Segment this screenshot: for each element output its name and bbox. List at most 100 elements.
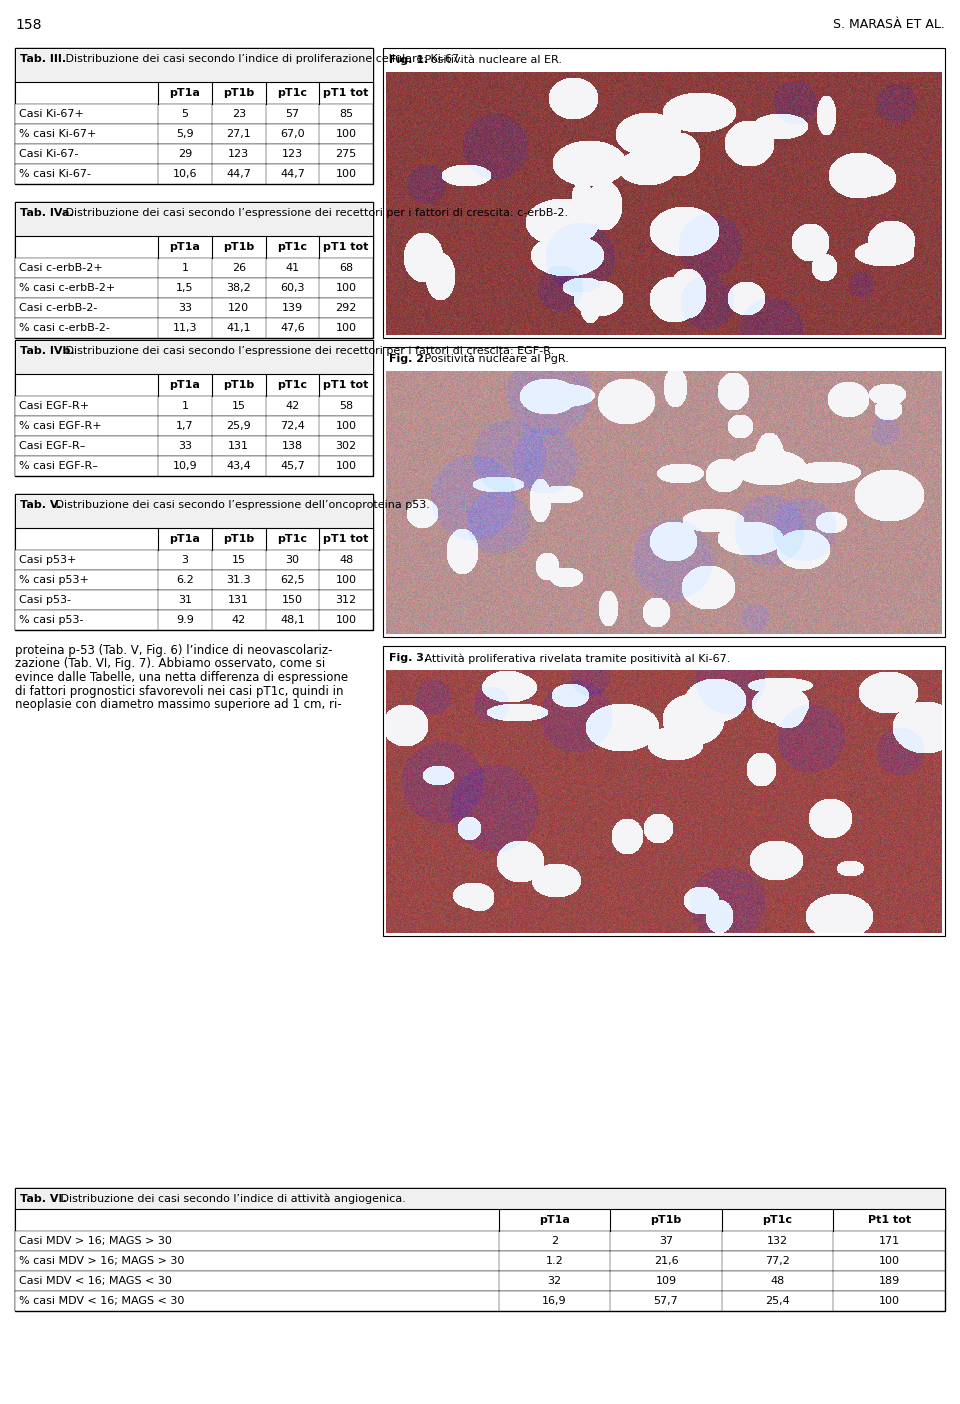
Text: zazione (Tab. VI, Fig. 7). Abbiamo osservato, come si: zazione (Tab. VI, Fig. 7). Abbiamo osser…: [15, 657, 325, 671]
Bar: [15, 1251, 945, 1271]
Bar: [15, 258, 373, 278]
Text: di fattori prognostici sfavorevoli nei casi pT1c, quindi in: di fattori prognostici sfavorevoli nei c…: [15, 685, 344, 698]
Text: % casi MDV > 16; MAGS > 30: % casi MDV > 16; MAGS > 30: [19, 1257, 184, 1266]
Text: % casi p53+: % casi p53+: [19, 576, 89, 585]
Text: 138: 138: [282, 441, 303, 451]
Text: S. MARASÀ ET AL.: S. MARASÀ ET AL.: [833, 18, 945, 31]
Text: pT1b: pT1b: [223, 380, 254, 390]
Text: 57: 57: [285, 110, 300, 119]
Text: proteina p-53 (Tab. V, Fig. 6) l’indice di neovascolariz-: proteina p-53 (Tab. V, Fig. 6) l’indice …: [15, 644, 332, 657]
Text: 47,6: 47,6: [280, 323, 305, 333]
Text: pT1c: pT1c: [277, 241, 307, 251]
Text: 26: 26: [231, 263, 246, 272]
Text: 41,1: 41,1: [227, 323, 252, 333]
Text: 33: 33: [178, 303, 192, 313]
Text: 62,5: 62,5: [280, 576, 304, 585]
Text: pT1 tot: pT1 tot: [324, 534, 369, 543]
Text: 77,2: 77,2: [765, 1257, 790, 1266]
Text: 123: 123: [228, 149, 250, 159]
Text: 67,0: 67,0: [280, 129, 304, 139]
Bar: [15, 437, 373, 456]
Text: Casi EGF-R–: Casi EGF-R–: [19, 441, 85, 451]
Text: 292: 292: [335, 303, 357, 313]
Text: pT1b: pT1b: [223, 241, 254, 251]
Bar: [383, 48, 945, 338]
Text: 41: 41: [285, 263, 300, 272]
Text: 1,5: 1,5: [177, 284, 194, 293]
Text: pT1b: pT1b: [650, 1214, 682, 1226]
Text: 48: 48: [339, 555, 353, 564]
Text: 44,7: 44,7: [280, 168, 305, 178]
Text: 72,4: 72,4: [280, 421, 305, 431]
Text: 25,9: 25,9: [227, 421, 252, 431]
Bar: [15, 236, 373, 258]
Text: 275: 275: [336, 149, 357, 159]
Text: pT1b: pT1b: [223, 534, 254, 543]
Bar: [15, 48, 373, 81]
Text: pT1b: pT1b: [223, 88, 254, 98]
Bar: [15, 104, 373, 124]
Text: 60,3: 60,3: [280, 284, 304, 293]
Text: 5: 5: [181, 110, 188, 119]
Text: 3: 3: [181, 555, 188, 564]
Text: % casi Ki-67+: % casi Ki-67+: [19, 129, 96, 139]
Bar: [15, 570, 373, 590]
Text: pT1a: pT1a: [170, 380, 201, 390]
Text: 25,4: 25,4: [765, 1296, 790, 1306]
Bar: [15, 1231, 945, 1251]
Text: 31.3: 31.3: [227, 576, 252, 585]
Text: 58: 58: [339, 402, 353, 411]
Text: % casi p53-: % casi p53-: [19, 615, 84, 625]
Text: Attività proliferativa rivelata tramite positività al Ki-67.: Attività proliferativa rivelata tramite …: [421, 653, 731, 664]
Bar: [15, 1209, 945, 1231]
Text: 21,6: 21,6: [654, 1257, 679, 1266]
Text: pT1c: pT1c: [277, 534, 307, 543]
Text: 131: 131: [228, 595, 250, 605]
Bar: [15, 124, 373, 145]
Text: 2: 2: [551, 1236, 558, 1245]
Bar: [15, 528, 373, 550]
Text: Tab. IVb.: Tab. IVb.: [20, 345, 75, 357]
Bar: [15, 609, 373, 630]
Bar: [383, 646, 945, 936]
Bar: [15, 48, 373, 184]
Bar: [15, 202, 373, 338]
Bar: [15, 416, 373, 437]
Text: 48,1: 48,1: [280, 615, 305, 625]
Text: Fig. 2.: Fig. 2.: [389, 354, 428, 364]
Bar: [15, 1292, 945, 1311]
Text: pT1c: pT1c: [277, 380, 307, 390]
Text: pT1a: pT1a: [170, 88, 201, 98]
Text: 5,9: 5,9: [177, 129, 194, 139]
Text: % casi c-erbB-2-: % casi c-erbB-2-: [19, 323, 109, 333]
Text: Tab. III.: Tab. III.: [20, 53, 66, 65]
Text: 10,9: 10,9: [173, 461, 198, 470]
Bar: [15, 1188, 945, 1209]
Text: pT1 tot: pT1 tot: [324, 380, 369, 390]
Bar: [15, 145, 373, 164]
Text: 45,7: 45,7: [280, 461, 305, 470]
Text: 44,7: 44,7: [227, 168, 252, 178]
Bar: [15, 340, 373, 373]
Text: 312: 312: [336, 595, 357, 605]
Text: % casi EGF-R+: % casi EGF-R+: [19, 421, 102, 431]
Text: Casi MDV > 16; MAGS > 30: Casi MDV > 16; MAGS > 30: [19, 1236, 172, 1245]
Text: 100: 100: [336, 576, 357, 585]
Bar: [15, 317, 373, 338]
Text: 30: 30: [285, 555, 300, 564]
Text: 6.2: 6.2: [177, 576, 194, 585]
Bar: [15, 373, 373, 396]
Text: Tab. V.: Tab. V.: [20, 500, 61, 510]
Text: Distribuzione dei casi secondo l’indice di proliferazione cellulare: Ki-67.: Distribuzione dei casi secondo l’indice …: [61, 53, 463, 65]
Bar: [15, 494, 373, 528]
Bar: [15, 81, 373, 104]
Bar: [15, 1188, 945, 1311]
Text: pT1a: pT1a: [170, 534, 201, 543]
Text: 15: 15: [231, 555, 246, 564]
Text: Casi c-erbB-2-: Casi c-erbB-2-: [19, 303, 97, 313]
Text: 1: 1: [181, 402, 188, 411]
Bar: [15, 202, 373, 236]
Text: pT1a: pT1a: [539, 1214, 570, 1226]
Text: 100: 100: [336, 284, 357, 293]
Text: Distribuzione dei casi secondo l’espressione dei recettori per i fattori di cres: Distribuzione dei casi secondo l’espress…: [61, 208, 568, 218]
